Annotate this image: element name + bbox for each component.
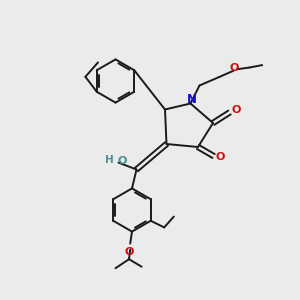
Text: O: O: [232, 105, 241, 116]
Text: H: H: [105, 154, 113, 165]
Text: N: N: [187, 93, 197, 106]
Text: O: O: [216, 152, 225, 163]
Text: O: O: [125, 247, 134, 256]
Text: O: O: [118, 155, 127, 166]
Text: O: O: [230, 63, 239, 73]
